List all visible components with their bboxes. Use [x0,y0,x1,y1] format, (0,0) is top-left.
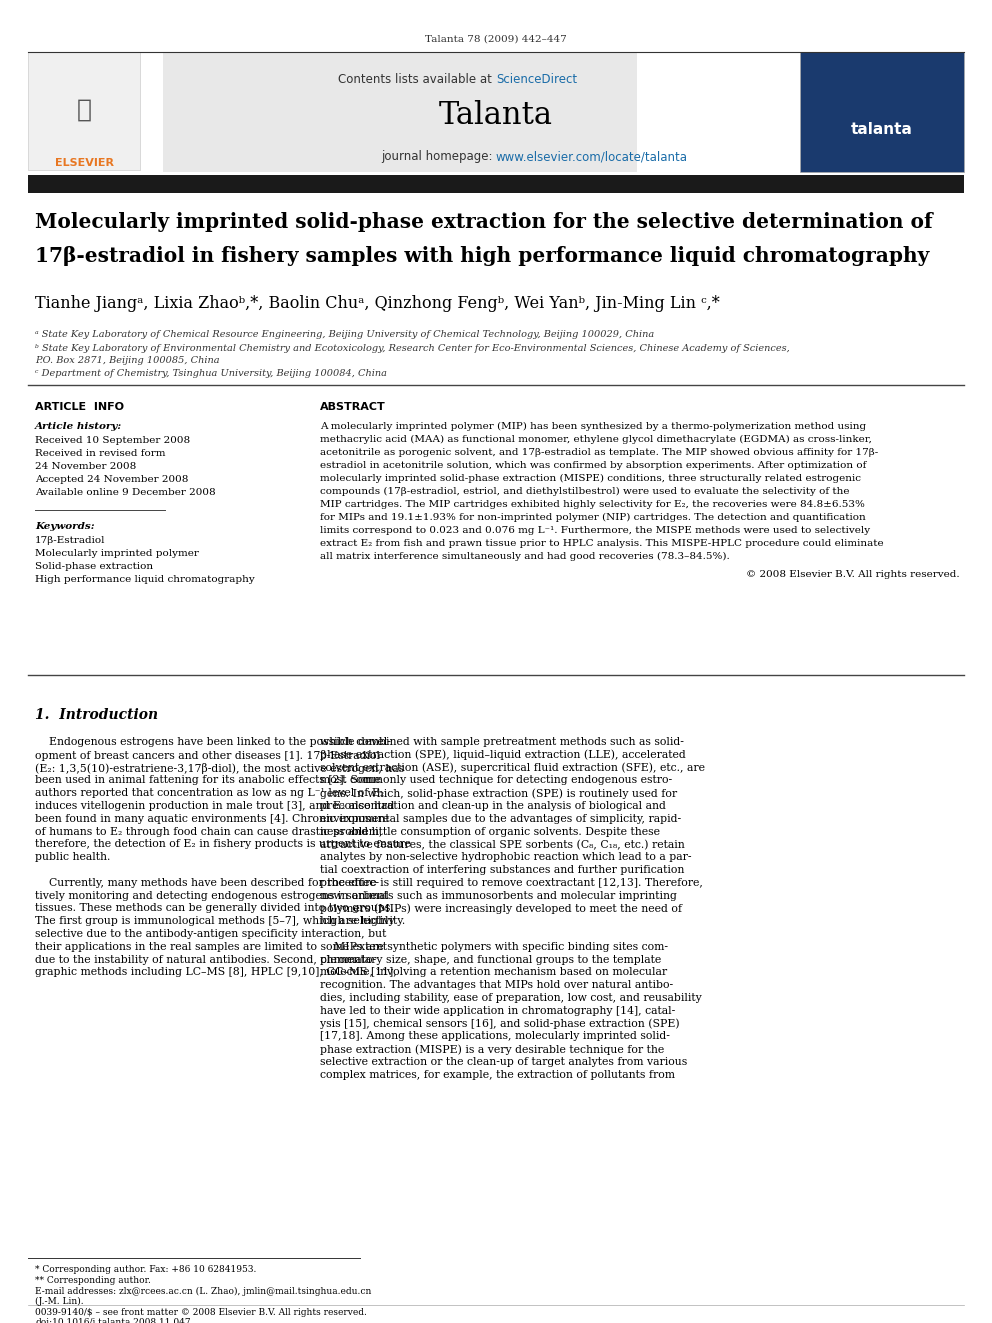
Text: The first group is immunological methods [5–7], which are highly: The first group is immunological methods… [35,917,395,926]
Text: ysis [15], chemical sensors [16], and solid-phase extraction (SPE): ysis [15], chemical sensors [16], and so… [320,1019,680,1029]
Text: 1.  Introduction: 1. Introduction [35,708,158,722]
Text: graphic methods including LC–MS [8], HPLC [9,10], GC–MS [11],: graphic methods including LC–MS [8], HPL… [35,967,397,978]
Text: have led to their wide application in chromatography [14], catal-: have led to their wide application in ch… [320,1005,676,1016]
Text: complex matrices, for example, the extraction of pollutants from: complex matrices, for example, the extra… [320,1070,675,1080]
Text: Article history:: Article history: [35,422,122,431]
Text: acetonitrile as porogenic solvent, and 17β-estradiol as template. The MIP showed: acetonitrile as porogenic solvent, and 1… [320,448,878,456]
Text: recognition. The advantages that MIPs hold over natural antibo-: recognition. The advantages that MIPs ho… [320,980,674,990]
Text: journal homepage:: journal homepage: [381,149,496,163]
Text: ScienceDirect: ScienceDirect [496,73,577,86]
Text: their applications in the real samples are limited to some extent: their applications in the real samples a… [35,942,387,951]
Text: Keywords:: Keywords: [35,523,94,531]
Text: 24 November 2008: 24 November 2008 [35,462,136,471]
Text: for MIPs and 19.1±1.93% for non-imprinted polymer (NIP) cartridges. The detectio: for MIPs and 19.1±1.93% for non-imprinte… [320,513,866,523]
Text: A molecularly imprinted polymer (MIP) has been synthesized by a thermo-polymeriz: A molecularly imprinted polymer (MIP) ha… [320,422,866,431]
Text: ABSTRACT: ABSTRACT [320,402,386,411]
FancyBboxPatch shape [28,175,964,193]
Text: due to the instability of natural antibodies. Second, chromato-: due to the instability of natural antibo… [35,955,376,964]
Text: methacrylic acid (MAA) as functional monomer, ethylene glycol dimethacrylate (EG: methacrylic acid (MAA) as functional mon… [320,435,872,445]
Text: authors reported that concentration as low as ng L⁻¹ level of E₂: authors reported that concentration as l… [35,789,384,798]
Text: analytes by non-selective hydrophobic reaction which lead to a par-: analytes by non-selective hydrophobic re… [320,852,691,863]
Text: compounds (17β-estradiol, estriol, and diethylstilbestrol) were used to evaluate: compounds (17β-estradiol, estriol, and d… [320,487,849,496]
Text: been found in many aquatic environments [4]. Chronic exposure: been found in many aquatic environments … [35,814,389,824]
Text: new sorbents such as immunosorbents and molecular imprinting: new sorbents such as immunosorbents and … [320,890,677,901]
Text: E-mail addresses: zlx@rcees.ac.cn (L. Zhao), jmlin@mail.tsinghua.edu.cn: E-mail addresses: zlx@rcees.ac.cn (L. Zh… [35,1287,371,1297]
Text: ** Corresponding author.: ** Corresponding author. [35,1275,151,1285]
FancyBboxPatch shape [163,52,637,172]
Text: induces vitellogenin production in male trout [3], and E₂ also had: induces vitellogenin production in male … [35,800,395,811]
Text: 17β-estradiol in fishery samples with high performance liquid chromatography: 17β-estradiol in fishery samples with hi… [35,246,930,266]
Text: P.O. Box 2871, Beijing 100085, China: P.O. Box 2871, Beijing 100085, China [35,356,219,365]
Text: Molecularly imprinted polymer: Molecularly imprinted polymer [35,549,198,558]
Text: ᶜ Department of Chemistry, Tsinghua University, Beijing 100084, China: ᶜ Department of Chemistry, Tsinghua Univ… [35,369,387,378]
Text: dies, including stability, ease of preparation, low cost, and reusability: dies, including stability, ease of prepa… [320,994,701,1003]
Text: (J.-M. Lin).: (J.-M. Lin). [35,1297,83,1306]
Text: ness and little consumption of organic solvents. Despite these: ness and little consumption of organic s… [320,827,660,836]
FancyBboxPatch shape [28,52,140,169]
Text: procedure is still required to remove coextractant [12,13]. Therefore,: procedure is still required to remove co… [320,877,703,888]
Text: opment of breast cancers and other diseases [1]. 17β-Estradiol: opment of breast cancers and other disea… [35,750,380,761]
Text: solvent extraction (ASE), supercritical fluid extraction (SFE), etc., are: solvent extraction (ASE), supercritical … [320,762,705,773]
Text: preconcentration and clean-up in the analysis of biological and: preconcentration and clean-up in the ana… [320,800,666,811]
Text: doi:10.1016/j.talanta.2008.11.047: doi:10.1016/j.talanta.2008.11.047 [35,1318,190,1323]
Text: selective due to the antibody-antigen specificity interaction, but: selective due to the antibody-antigen sp… [35,929,386,939]
Text: MIP cartridges. The MIP cartridges exhibited highly selectivity for E₂, the reco: MIP cartridges. The MIP cartridges exhib… [320,500,865,509]
Text: high selectivity.: high selectivity. [320,917,406,926]
Text: Molecularly imprinted solid-phase extraction for the selective determination of: Molecularly imprinted solid-phase extrac… [35,212,932,232]
Text: High performance liquid chromatography: High performance liquid chromatography [35,576,255,583]
FancyBboxPatch shape [800,52,964,172]
Text: phase extraction (SPE), liquid–liquid extraction (LLE), accelerated: phase extraction (SPE), liquid–liquid ex… [320,750,685,761]
Text: Contents lists available at: Contents lists available at [338,73,496,86]
Text: extract E₂ from fish and prawn tissue prior to HPLC analysis. This MISPE-HPLC pr: extract E₂ from fish and prawn tissue pr… [320,538,884,548]
Text: ᵃ State Key Laboratory of Chemical Resource Engineering, Beijing University of C: ᵃ State Key Laboratory of Chemical Resou… [35,329,655,339]
Text: phase extraction (MISPE) is a very desirable technique for the: phase extraction (MISPE) is a very desir… [320,1044,665,1054]
Text: Available online 9 December 2008: Available online 9 December 2008 [35,488,215,497]
Text: Currently, many methods have been described for the effec-: Currently, many methods have been descri… [35,877,379,888]
Text: Talanta 78 (2009) 442–447: Talanta 78 (2009) 442–447 [426,34,566,44]
Text: talanta: talanta [851,123,913,138]
Text: www.elsevier.com/locate/talanta: www.elsevier.com/locate/talanta [496,149,688,163]
Text: [17,18]. Among these applications, molecularly imprinted solid-: [17,18]. Among these applications, molec… [320,1032,670,1041]
Text: ARTICLE  INFO: ARTICLE INFO [35,402,124,411]
Text: Accepted 24 November 2008: Accepted 24 November 2008 [35,475,188,484]
Text: therefore, the detection of E₂ in fishery products is urgent to ensure: therefore, the detection of E₂ in fisher… [35,839,411,849]
Text: environmental samples due to the advantages of simplicity, rapid-: environmental samples due to the advanta… [320,814,682,824]
Text: ᵇ State Key Laboratory of Environmental Chemistry and Ecotoxicology, Research Ce: ᵇ State Key Laboratory of Environmental … [35,344,790,353]
Text: tively monitoring and detecting endogenous estrogens in animal: tively monitoring and detecting endogeno… [35,890,389,901]
Text: most commonly used technique for detecting endogenous estro-: most commonly used technique for detecti… [320,775,673,786]
Text: public health.: public health. [35,852,110,863]
Text: Tianhe Jiangᵃ, Lixia Zhaoᵇ,*, Baolin Chuᵃ, Qinzhong Fengᵇ, Wei Yanᵇ, Jin-Ming Li: Tianhe Jiangᵃ, Lixia Zhaoᵇ,*, Baolin Chu… [35,295,720,312]
Text: Received in revised form: Received in revised form [35,448,166,458]
Text: attractive features, the classical SPE sorbents (C₈, C₁₈, etc.) retain: attractive features, the classical SPE s… [320,839,684,849]
Text: ELSEVIER: ELSEVIER [55,157,113,168]
Text: polymers (MIPs) were increasingly developed to meet the need of: polymers (MIPs) were increasingly develo… [320,904,682,914]
Text: Solid-phase extraction: Solid-phase extraction [35,562,153,572]
Text: molecule, involving a retention mechanism based on molecular: molecule, involving a retention mechanis… [320,967,668,978]
Text: selective extraction or the clean-up of target analytes from various: selective extraction or the clean-up of … [320,1057,687,1068]
Text: gens. In which, solid-phase extraction (SPE) is routinely used for: gens. In which, solid-phase extraction (… [320,789,678,799]
Text: been used in animal fattening for its anabolic effects [2]. Some: been used in animal fattening for its an… [35,775,381,786]
Text: estradiol in acetonitrile solution, which was confirmed by absorption experiment: estradiol in acetonitrile solution, whic… [320,460,866,470]
Text: which combined with sample pretreatment methods such as solid-: which combined with sample pretreatment … [320,737,683,747]
Text: MIPs are synthetic polymers with specific binding sites com-: MIPs are synthetic polymers with specifi… [320,942,668,951]
Text: (E₂: 1,3,5(10)-estratriene-3,17β-diol), the most active estrogen, has: (E₂: 1,3,5(10)-estratriene-3,17β-diol), … [35,762,405,774]
Text: Talanta: Talanta [439,101,553,131]
Text: of humans to E₂ through food chain can cause drastic problem,: of humans to E₂ through food chain can c… [35,827,382,836]
Text: tissues. These methods can be generally divided into two groups.: tissues. These methods can be generally … [35,904,394,913]
Text: * Corresponding author. Fax: +86 10 62841953.: * Corresponding author. Fax: +86 10 6284… [35,1265,256,1274]
Text: 🌳: 🌳 [76,98,91,122]
Text: tial coextraction of interfering substances and further purification: tial coextraction of interfering substan… [320,865,684,875]
Text: limits correspond to 0.023 and 0.076 mg L⁻¹. Furthermore, the MISPE methods were: limits correspond to 0.023 and 0.076 mg … [320,527,870,534]
Text: © 2008 Elsevier B.V. All rights reserved.: © 2008 Elsevier B.V. All rights reserved… [746,570,960,579]
Text: Received 10 September 2008: Received 10 September 2008 [35,437,190,445]
Text: 0039-9140/$ – see front matter © 2008 Elsevier B.V. All rights reserved.: 0039-9140/$ – see front matter © 2008 El… [35,1308,367,1316]
Text: plementary size, shape, and functional groups to the template: plementary size, shape, and functional g… [320,955,662,964]
Text: all matrix interference simultaneously and had good recoveries (78.3–84.5%).: all matrix interference simultaneously a… [320,552,730,561]
Text: 17β-Estradiol: 17β-Estradiol [35,536,105,545]
Text: Endogenous estrogens have been linked to the possible devel-: Endogenous estrogens have been linked to… [35,737,391,747]
Text: molecularly imprinted solid-phase extraction (MISPE) conditions, three structura: molecularly imprinted solid-phase extrac… [320,474,861,483]
